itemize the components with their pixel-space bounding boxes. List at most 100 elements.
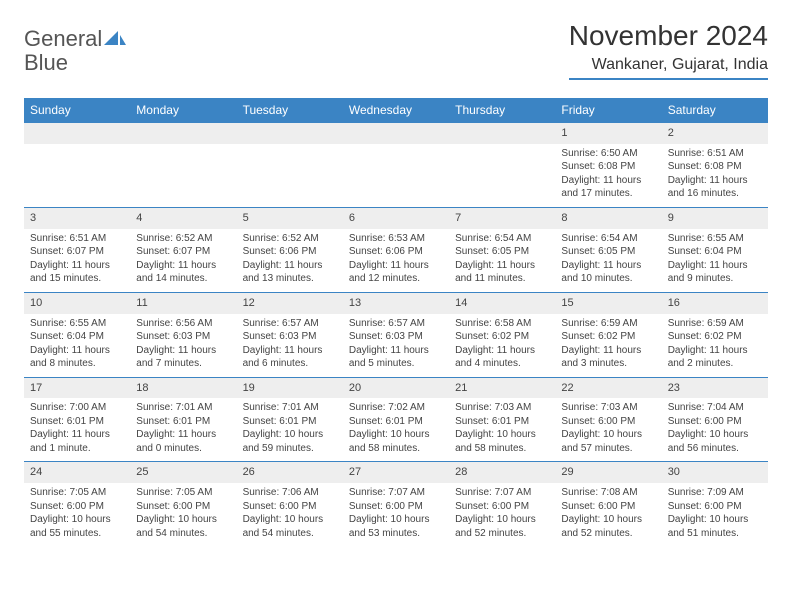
day-body-cell: Sunrise: 6:52 AMSunset: 6:06 PMDaylight:… bbox=[237, 229, 343, 293]
day-body-cell: Sunrise: 7:09 AMSunset: 6:00 PMDaylight:… bbox=[662, 483, 768, 546]
day-body-cell bbox=[449, 144, 555, 208]
sunset-text: Sunset: 6:01 PM bbox=[455, 415, 549, 429]
day-number bbox=[24, 123, 130, 129]
day-number-cell: 4 bbox=[130, 207, 236, 228]
sunset-text: Sunset: 6:00 PM bbox=[668, 415, 762, 429]
day-number-cell: 26 bbox=[237, 462, 343, 483]
day-number: 4 bbox=[130, 208, 236, 229]
day-body-cell: Sunrise: 6:55 AMSunset: 6:04 PMDaylight:… bbox=[24, 314, 130, 378]
sunrise-text: Sunrise: 6:51 AM bbox=[30, 232, 124, 246]
day-number: 8 bbox=[555, 208, 661, 229]
daylight-text: Daylight: 10 hours and 54 minutes. bbox=[136, 513, 230, 540]
day-body-cell: Sunrise: 6:51 AMSunset: 6:07 PMDaylight:… bbox=[24, 229, 130, 293]
day-number-cell: 5 bbox=[237, 207, 343, 228]
title-block: November 2024 Wankaner, Gujarat, India bbox=[569, 20, 768, 80]
sunset-text: Sunset: 6:06 PM bbox=[349, 245, 443, 259]
day-number: 7 bbox=[449, 208, 555, 229]
day-number-cell: 15 bbox=[555, 292, 661, 313]
weekday-header: Saturday bbox=[662, 98, 768, 123]
day-number: 17 bbox=[24, 378, 130, 399]
sunrise-text: Sunrise: 6:52 AM bbox=[136, 232, 230, 246]
logo-sail-icon bbox=[104, 31, 126, 47]
sunrise-text: Sunrise: 7:08 AM bbox=[561, 486, 655, 500]
day-body-cell: Sunrise: 7:03 AMSunset: 6:01 PMDaylight:… bbox=[449, 398, 555, 462]
day-number-row: 12 bbox=[24, 123, 768, 144]
day-number: 28 bbox=[449, 462, 555, 483]
day-number: 20 bbox=[343, 378, 449, 399]
sunrise-text: Sunrise: 6:56 AM bbox=[136, 317, 230, 331]
day-number-cell: 21 bbox=[449, 377, 555, 398]
day-number: 21 bbox=[449, 378, 555, 399]
sunset-text: Sunset: 6:01 PM bbox=[30, 415, 124, 429]
day-body-cell: Sunrise: 6:57 AMSunset: 6:03 PMDaylight:… bbox=[237, 314, 343, 378]
day-body-cell: Sunrise: 7:03 AMSunset: 6:00 PMDaylight:… bbox=[555, 398, 661, 462]
day-body-row: Sunrise: 6:55 AMSunset: 6:04 PMDaylight:… bbox=[24, 314, 768, 378]
logo: General bbox=[24, 26, 128, 52]
day-number-cell: 6 bbox=[343, 207, 449, 228]
daylight-text: Daylight: 10 hours and 54 minutes. bbox=[243, 513, 337, 540]
day-body-row: Sunrise: 7:05 AMSunset: 6:00 PMDaylight:… bbox=[24, 483, 768, 546]
day-number bbox=[237, 123, 343, 129]
day-number-cell bbox=[343, 123, 449, 144]
logo-text-blue: Blue bbox=[24, 50, 68, 76]
daylight-text: Daylight: 11 hours and 3 minutes. bbox=[561, 344, 655, 371]
day-body-cell: Sunrise: 6:57 AMSunset: 6:03 PMDaylight:… bbox=[343, 314, 449, 378]
sunset-text: Sunset: 6:00 PM bbox=[561, 500, 655, 514]
sunrise-text: Sunrise: 7:03 AM bbox=[561, 401, 655, 415]
daylight-text: Daylight: 11 hours and 5 minutes. bbox=[349, 344, 443, 371]
day-number: 2 bbox=[662, 123, 768, 144]
daylight-text: Daylight: 11 hours and 15 minutes. bbox=[30, 259, 124, 286]
weekday-header: Tuesday bbox=[237, 98, 343, 123]
day-number: 6 bbox=[343, 208, 449, 229]
daylight-text: Daylight: 11 hours and 7 minutes. bbox=[136, 344, 230, 371]
sunset-text: Sunset: 6:00 PM bbox=[243, 500, 337, 514]
day-number: 10 bbox=[24, 293, 130, 314]
day-number-cell: 22 bbox=[555, 377, 661, 398]
sunrise-text: Sunrise: 6:57 AM bbox=[349, 317, 443, 331]
day-body-cell: Sunrise: 7:07 AMSunset: 6:00 PMDaylight:… bbox=[449, 483, 555, 546]
day-number-cell: 10 bbox=[24, 292, 130, 313]
daylight-text: Daylight: 11 hours and 16 minutes. bbox=[668, 174, 762, 201]
sunrise-text: Sunrise: 6:52 AM bbox=[243, 232, 337, 246]
sunrise-text: Sunrise: 7:03 AM bbox=[455, 401, 549, 415]
daylight-text: Daylight: 10 hours and 56 minutes. bbox=[668, 428, 762, 455]
sunrise-text: Sunrise: 7:09 AM bbox=[668, 486, 762, 500]
daylight-text: Daylight: 10 hours and 52 minutes. bbox=[455, 513, 549, 540]
weekday-header: Sunday bbox=[24, 98, 130, 123]
daylight-text: Daylight: 11 hours and 11 minutes. bbox=[455, 259, 549, 286]
sunset-text: Sunset: 6:00 PM bbox=[349, 500, 443, 514]
day-body-cell: Sunrise: 6:52 AMSunset: 6:07 PMDaylight:… bbox=[130, 229, 236, 293]
daylight-text: Daylight: 11 hours and 1 minute. bbox=[30, 428, 124, 455]
day-number: 15 bbox=[555, 293, 661, 314]
day-number: 9 bbox=[662, 208, 768, 229]
sunrise-text: Sunrise: 6:54 AM bbox=[455, 232, 549, 246]
daylight-text: Daylight: 10 hours and 57 minutes. bbox=[561, 428, 655, 455]
daylight-text: Daylight: 10 hours and 58 minutes. bbox=[455, 428, 549, 455]
sunrise-text: Sunrise: 6:59 AM bbox=[668, 317, 762, 331]
day-number-cell: 17 bbox=[24, 377, 130, 398]
day-number bbox=[130, 123, 236, 129]
day-number-cell: 9 bbox=[662, 207, 768, 228]
day-number: 25 bbox=[130, 462, 236, 483]
day-body-cell: Sunrise: 6:53 AMSunset: 6:06 PMDaylight:… bbox=[343, 229, 449, 293]
day-number-cell: 2 bbox=[662, 123, 768, 144]
day-body-cell: Sunrise: 7:00 AMSunset: 6:01 PMDaylight:… bbox=[24, 398, 130, 462]
day-body-cell: Sunrise: 6:50 AMSunset: 6:08 PMDaylight:… bbox=[555, 144, 661, 208]
day-number: 11 bbox=[130, 293, 236, 314]
day-number-cell: 1 bbox=[555, 123, 661, 144]
location: Wankaner, Gujarat, India bbox=[569, 56, 768, 80]
day-number-row: 24252627282930 bbox=[24, 462, 768, 483]
day-number-cell: 8 bbox=[555, 207, 661, 228]
sunrise-text: Sunrise: 7:07 AM bbox=[349, 486, 443, 500]
daylight-text: Daylight: 11 hours and 2 minutes. bbox=[668, 344, 762, 371]
weekday-header: Wednesday bbox=[343, 98, 449, 123]
day-body-cell bbox=[130, 144, 236, 208]
day-number-cell: 13 bbox=[343, 292, 449, 313]
sunset-text: Sunset: 6:00 PM bbox=[136, 500, 230, 514]
day-number-cell bbox=[130, 123, 236, 144]
sunset-text: Sunset: 6:07 PM bbox=[30, 245, 124, 259]
sunrise-text: Sunrise: 7:04 AM bbox=[668, 401, 762, 415]
day-number-cell: 3 bbox=[24, 207, 130, 228]
month-title: November 2024 bbox=[569, 20, 768, 52]
day-number-cell: 7 bbox=[449, 207, 555, 228]
